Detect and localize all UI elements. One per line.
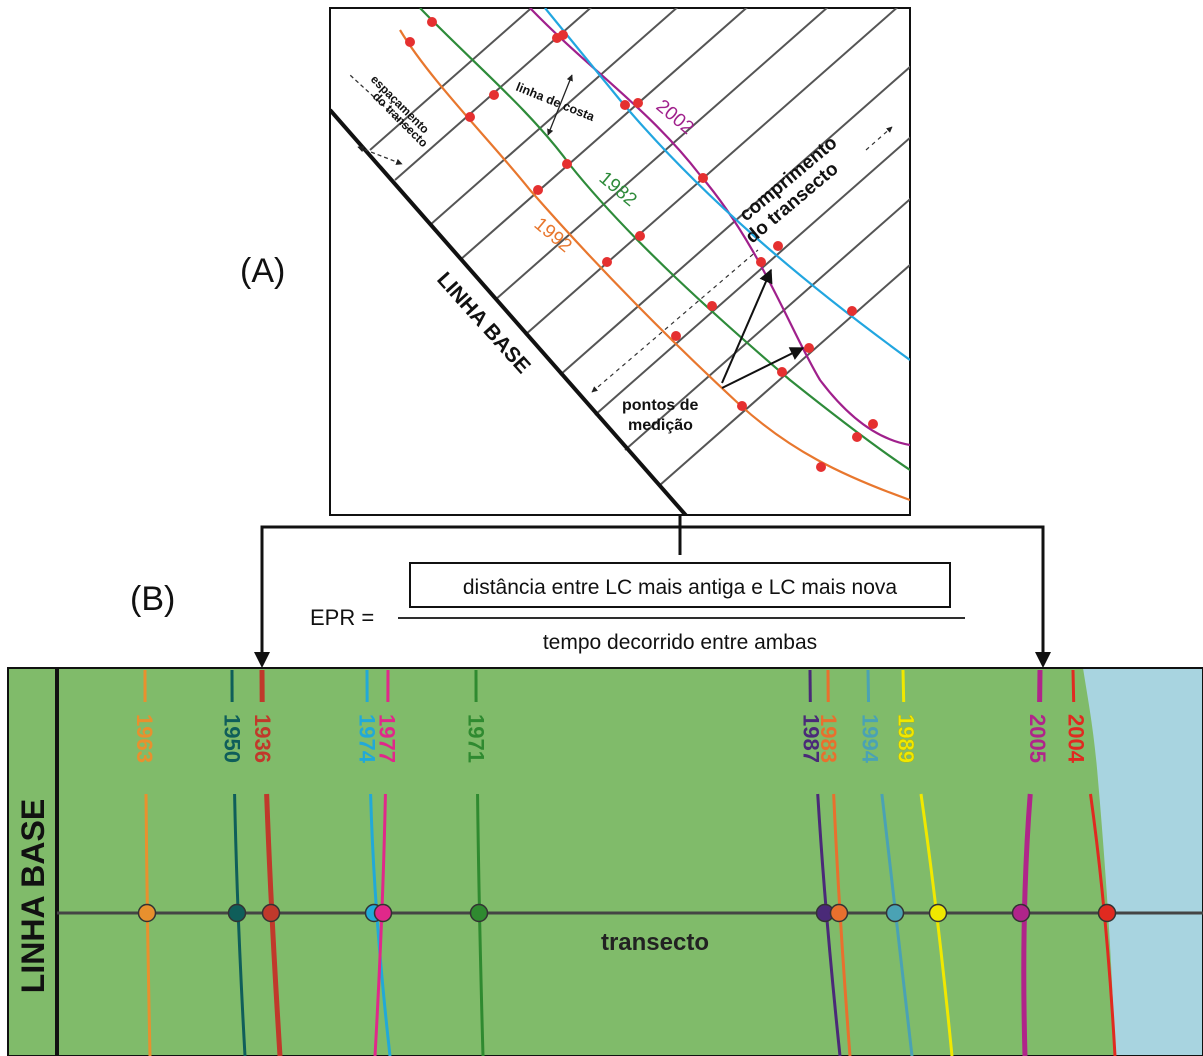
measurement-point [635,231,645,241]
measurement-point-1963 [137,903,157,923]
measurement-point [620,100,630,110]
transect-line-a [659,263,910,486]
year-label-1994: 1994 [858,714,883,764]
measurement-point [558,30,568,40]
measurement-point [773,241,783,251]
measurement-point [465,112,475,122]
measurement-point [427,17,437,27]
measurement-point [602,257,612,267]
panel-b-frame [7,667,1203,1056]
measurement-point-1936 [261,903,281,923]
shoreline-2004 [1071,669,1076,703]
measurement-point-1983 [829,903,849,923]
transect-line-a [524,8,899,336]
measurement-point [405,37,415,47]
panel-a-baseline [330,108,689,515]
measurement-point [868,419,878,429]
land-area [8,668,1203,1056]
measurement-point [633,98,643,108]
shoreline-2002 [529,8,910,447]
panel-b-baseline-label: LINHA BASE [15,799,51,993]
measure-pointer-1 [721,268,773,384]
transect-line-a [559,65,910,376]
measurement-point-1977 [373,903,393,923]
formula-lhs: EPR = [310,605,374,630]
formula-numerator-box [409,562,951,608]
measurement-point [698,173,708,183]
measurement-point [671,331,681,341]
connector-arrow-right [1035,652,1051,668]
panel-b-label: (B) [130,580,175,618]
shoreline-blue [544,8,910,361]
connector-bracket [260,525,1045,658]
panel-a-transects [369,8,910,486]
year-label-1950: 1950 [220,714,245,763]
measurement-point-1989 [928,903,948,923]
connector [254,515,1051,668]
shoreline-arrow [547,74,573,136]
year-label-1977: 1977 [375,714,400,763]
measurement-point-1994 [885,903,905,923]
measurement-point [777,367,787,377]
measurement-point-1971 [469,903,489,923]
transect-line-a [394,8,592,181]
measurement-point [533,185,543,195]
transect-length-arrow-high [865,126,893,151]
year-label-1963: 1963 [132,714,157,763]
measurement-point [707,301,717,311]
measurement-point [804,343,814,353]
transect-line-a [459,8,748,261]
measurement-point [756,257,766,267]
transect-line-a [624,197,910,451]
measurement-point [816,462,826,472]
measure-points-label-1: pontos de [622,397,699,414]
transect-line-a [429,8,679,226]
connector-arrow-left [254,652,270,668]
transect-line-a [594,136,910,416]
measurement-point [489,90,499,100]
measurement-point [852,432,862,442]
transect-spacing-dimension [357,146,403,165]
measure-pointer-2 [721,347,805,389]
year-label-1971: 1971 [463,714,488,763]
measure-points-label-2: medição [628,417,693,434]
panel-a: (A) LINHA BASE espaçamento do transecto … [240,7,911,516]
measurement-point-2004 [1097,903,1117,923]
sea-area [1083,668,1203,1056]
transect-line-a [369,8,533,151]
measurement-point [562,159,572,169]
shoreline-1982 [419,8,910,471]
shoreline-1989 [901,669,906,703]
year-label-1987: 1987 [799,714,824,763]
measurement-point [737,401,747,411]
measurement-point-2005 [1011,903,1031,923]
formula-numerator: distância entre LC mais antiga e LC mais… [463,576,898,599]
shoreline-1994 [866,669,871,703]
measurement-point-1950 [227,903,247,923]
year-label-1983: 1983 [816,714,841,763]
year-label-1936: 1936 [250,714,275,763]
year-label-1974: 1974 [355,714,380,764]
formula-denominator: tempo decorrido entre ambas [543,631,817,654]
year-label-1989: 1989 [894,714,919,763]
measurement-points [405,17,878,472]
epr-formula: (B) EPR = distância entre LC mais antiga… [130,562,965,654]
year-label-2005: 2005 [1025,714,1050,763]
transect-line-a [494,8,829,301]
year-label-2004: 2004 [1063,714,1088,764]
panel-a-label: (A) [240,252,285,290]
measurement-point [847,306,857,316]
transect-label: transecto [601,929,709,956]
